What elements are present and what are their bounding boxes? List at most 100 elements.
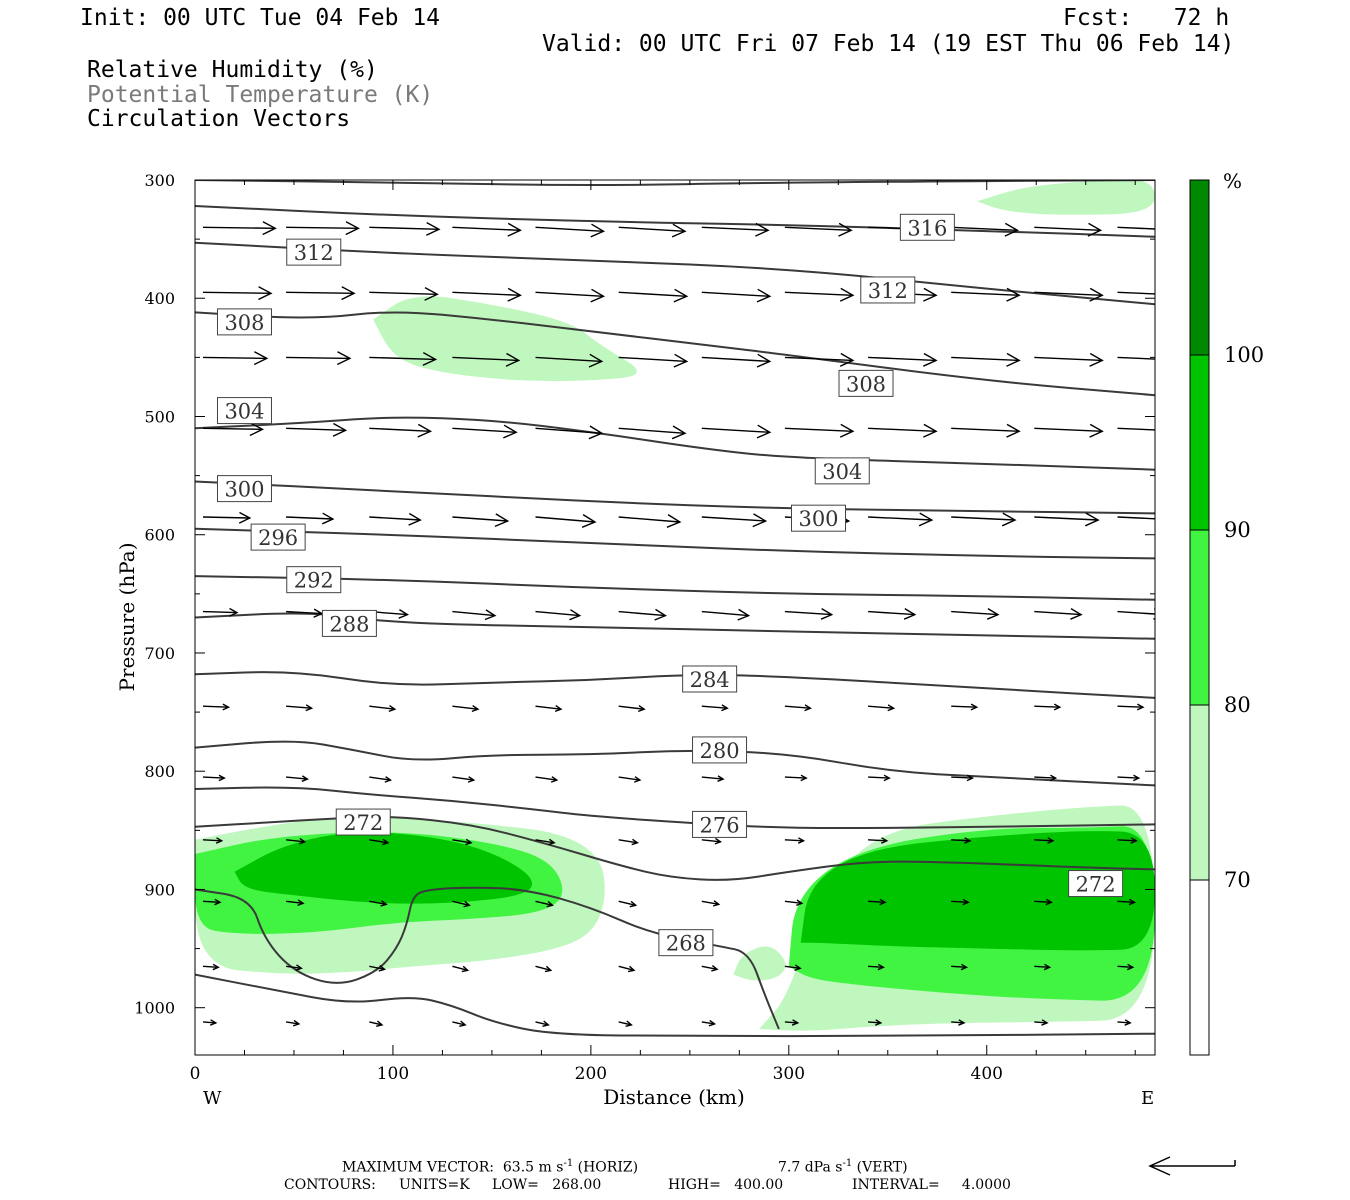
theta-label: 284	[682, 665, 738, 693]
theta-contour-288-8	[195, 612, 1155, 640]
colorbar-label: 100	[1224, 343, 1264, 367]
vector-arrow	[1117, 1019, 1132, 1026]
field-label-vectors: Circulation Vectors	[87, 106, 351, 132]
theta-label-text: 268	[666, 932, 706, 956]
vector-arrow	[1034, 352, 1104, 367]
vector-arrow	[784, 1019, 800, 1026]
theta-label: 276	[692, 810, 748, 838]
x-tick-label: 0	[190, 1064, 201, 1084]
vector-arrow	[701, 424, 772, 439]
theta-label-text: 300	[798, 507, 838, 531]
vert-units: dPa s	[804, 1159, 843, 1176]
vector-arrow	[202, 898, 222, 906]
rh-region-70-4	[976, 180, 1155, 215]
max-vector-line: MAXIMUM VECTOR: 63.5 m s-1 (HORIZ)	[342, 1159, 638, 1175]
field-label-rh: Relative Humidity (%)	[87, 57, 378, 83]
vector-arrow	[618, 514, 682, 528]
vector-arrow	[784, 964, 802, 971]
colorbar-segment	[1190, 180, 1209, 355]
vector-arrow	[535, 223, 606, 238]
vector-arrow	[369, 900, 388, 907]
theta-contour-304-4	[195, 416, 1155, 471]
vector-arrow	[1034, 423, 1104, 438]
vector-arrow	[286, 351, 352, 366]
colorbar-segment	[1190, 530, 1209, 705]
theta-contour-308-3	[195, 311, 1155, 397]
vector-arrow	[868, 704, 896, 712]
vector-arrow	[1117, 963, 1135, 971]
vector-arrow	[202, 511, 252, 524]
horiz-units: m s	[538, 1159, 564, 1176]
theta-label-text: 312	[868, 279, 908, 303]
vector-arrow	[202, 607, 239, 617]
horiz-exp: -1	[563, 1158, 574, 1169]
vector-arrow	[784, 774, 808, 782]
vector-arrow	[452, 776, 476, 783]
vector-arrow	[951, 703, 979, 711]
theta-label: 308	[216, 308, 272, 336]
vector-arrow	[868, 837, 889, 844]
plot-frame	[194, 179, 1156, 1056]
vector-arrow	[1117, 703, 1145, 711]
vector-arrow	[701, 837, 723, 845]
vector-arrow	[701, 288, 772, 303]
vector-arrow	[868, 1019, 883, 1026]
field-label-theta: Potential Temperature (K)	[87, 82, 434, 108]
vector-arrow	[452, 424, 518, 439]
vector-arrow	[535, 353, 604, 368]
contour-label-layer: 316 312 312 308 308 304 304 300 300 296 292 288 284 2…	[216, 213, 1124, 957]
vector-arrow	[369, 838, 390, 846]
vector-arrow	[369, 423, 433, 438]
vector-arrow	[951, 774, 975, 782]
vector-arrow	[868, 963, 885, 971]
theta-label-text: 316	[907, 216, 947, 240]
vector-arrow	[1117, 356, 1155, 360]
vector-arrow	[1034, 774, 1058, 782]
reference-vector-arrow	[1148, 1156, 1236, 1176]
vector-arrow	[285, 1019, 301, 1027]
vector-arrow	[701, 965, 719, 972]
vector-arrow	[1034, 512, 1100, 527]
theta-label-text: 292	[294, 569, 334, 593]
theta-label-text: 272	[343, 811, 383, 835]
vector-arrow	[286, 512, 335, 525]
contours-interval: INTERVAL= 4.0000	[852, 1177, 1011, 1193]
colorbar-label: 70	[1224, 868, 1251, 892]
vector-arrow	[701, 608, 751, 621]
vector-arrow	[452, 838, 473, 846]
vector-arrow	[369, 1020, 384, 1027]
colorbar-label: 90	[1224, 518, 1251, 542]
vector-arrow	[868, 898, 887, 906]
vector-arrow	[535, 838, 556, 846]
vector-arrow	[286, 704, 314, 712]
horiz-value: 63.5	[502, 1159, 535, 1176]
vector-arrow	[1117, 774, 1141, 782]
vector-arrow	[1117, 427, 1155, 431]
theta-contour-280-10	[195, 740, 1155, 787]
theta-contour-284-9	[195, 671, 1155, 699]
vector-arrow	[202, 422, 265, 437]
y-tick-label: 800	[144, 762, 175, 781]
vector-arrow	[1034, 898, 1053, 906]
vector-arrow	[618, 353, 689, 368]
vector-arrow	[535, 609, 582, 621]
theta-contour-300-5	[195, 480, 1155, 515]
vector-arrow	[535, 776, 559, 783]
vector-arrow	[951, 898, 970, 906]
x-tick-label: 300	[773, 1064, 805, 1084]
theta-label: 304	[216, 397, 272, 425]
colorbar-segment	[1190, 355, 1209, 530]
forecast-hour: Fcst: 72 h	[1063, 5, 1230, 31]
vector-arrow	[1034, 703, 1062, 711]
vector-arrow	[369, 705, 397, 713]
vector-arrow	[286, 775, 309, 782]
vector-arrow	[1117, 226, 1155, 230]
valid-time: Valid: 00 UTC Fri 07 Feb 14 (19 EST Thu …	[542, 31, 1235, 57]
y-tick-label: 500	[144, 407, 175, 426]
theta-label: 300	[791, 504, 847, 532]
vector-arrow	[701, 704, 729, 712]
vector-arrow	[868, 423, 938, 438]
vector-arrow	[618, 900, 638, 908]
colorbar: 100 90 80 70	[1189, 179, 1264, 1056]
vector-arrow	[1117, 898, 1137, 906]
